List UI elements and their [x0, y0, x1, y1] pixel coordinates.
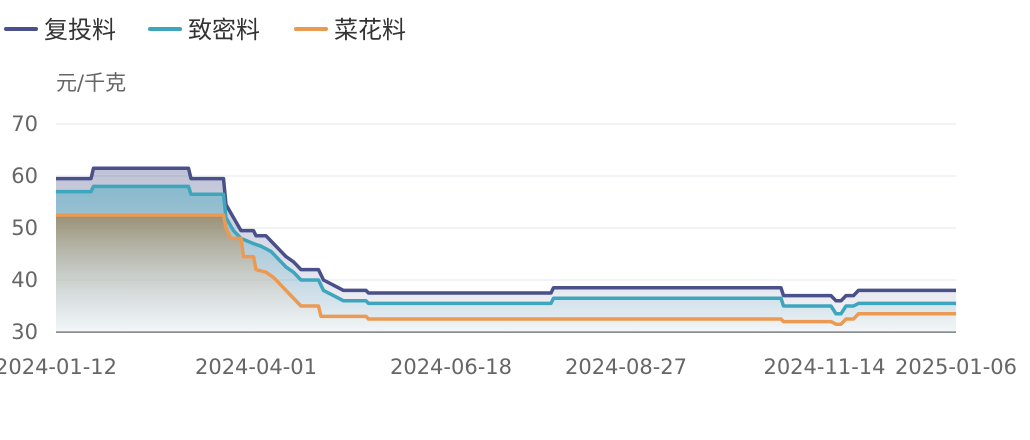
- x-tick-label: 2024-08-27: [565, 355, 687, 379]
- x-tick-label: 2024-11-14: [763, 355, 885, 379]
- legend-label-2: 菜花料: [334, 16, 406, 44]
- x-tick-label: 2025-01-06: [895, 355, 1017, 379]
- y-tick-label: 50: [11, 216, 38, 240]
- series-areas: [56, 168, 956, 332]
- legend-label-1: 致密料: [188, 16, 260, 44]
- y-tick-label: 60: [11, 164, 38, 188]
- legend: 复投料 致密料 菜花料: [4, 16, 406, 44]
- y-tick-label: 30: [11, 320, 38, 344]
- series-line-1[interactable]: [56, 184, 956, 316]
- y-axis-unit-label: 元/千克: [56, 71, 126, 95]
- x-tick-label: 2024-06-18: [390, 355, 512, 379]
- x-tick-label: 2024-01-12: [0, 355, 117, 379]
- legend-item-0[interactable]: 复投料: [4, 16, 116, 44]
- series-line-2[interactable]: [56, 213, 956, 326]
- x-tick-label: 2024-04-01: [195, 355, 317, 379]
- legend-item-2[interactable]: 菜花料: [294, 16, 406, 44]
- series-line-0[interactable]: [56, 166, 956, 303]
- series-lines: [56, 166, 956, 326]
- legend-label-0: 复投料: [44, 16, 116, 44]
- y-tick-label: 70: [11, 112, 38, 136]
- legend-item-1[interactable]: 致密料: [148, 16, 260, 44]
- series-area-2: [56, 215, 956, 332]
- y-axis-ticks: 30 40 50 60 70: [11, 112, 38, 344]
- x-axis-ticks: 2024-01-12 2024-04-01 2024-06-18 2024-08-27…: [0, 355, 1017, 379]
- y-tick-label: 40: [11, 268, 38, 292]
